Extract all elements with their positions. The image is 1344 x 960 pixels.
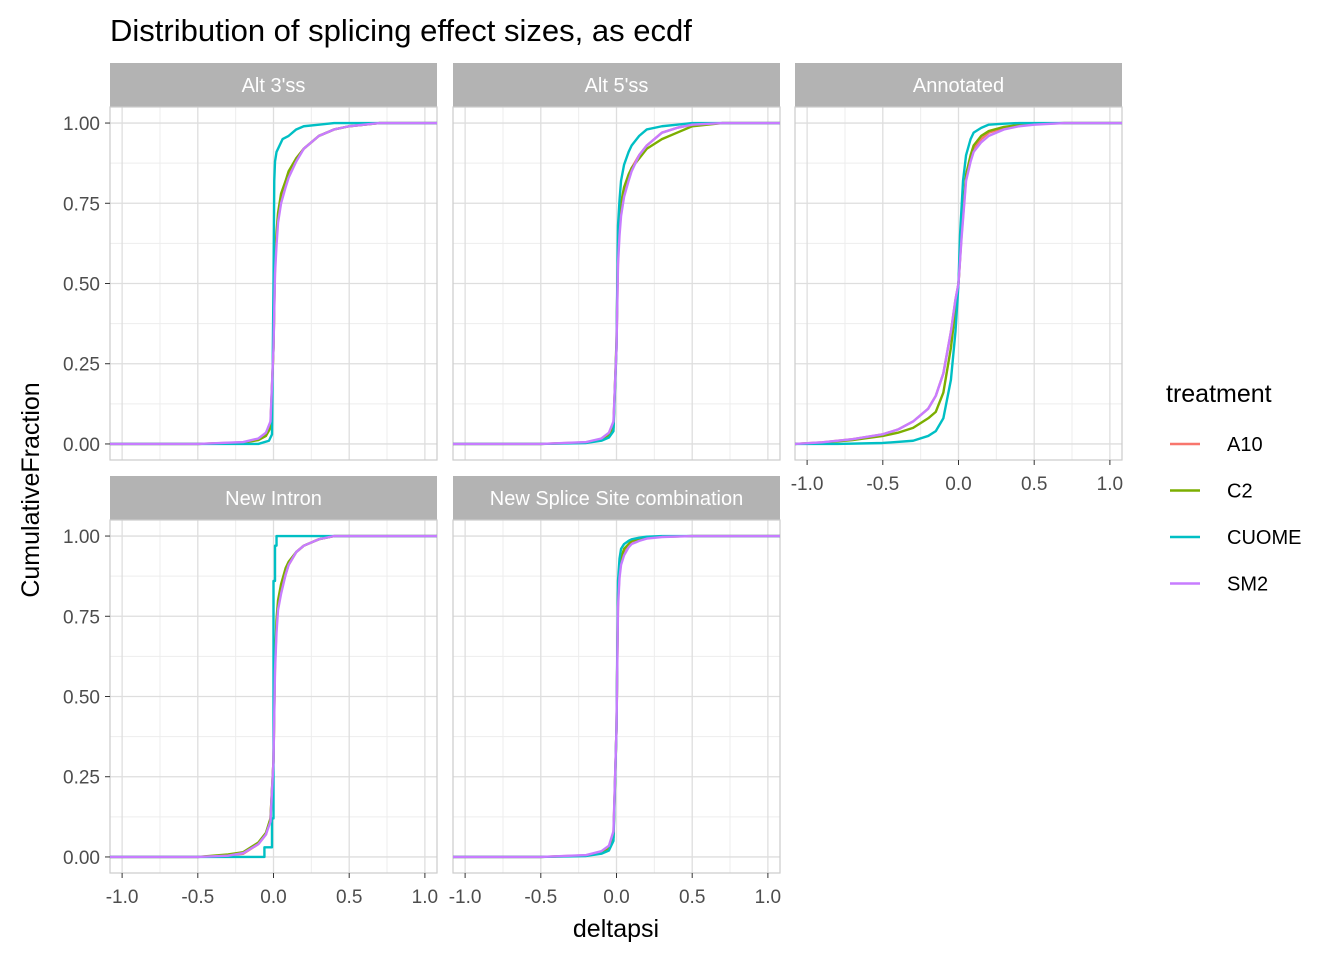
facet-strip [453, 476, 780, 520]
x-tick-label: 0.0 [945, 474, 971, 495]
y-tick-label: 0.50 [63, 688, 100, 709]
series-group [110, 121, 437, 446]
x-tick-label: -0.5 [524, 887, 557, 908]
facet-strip-label: New Intron [225, 488, 322, 510]
x-tick-label: -1.0 [106, 887, 139, 908]
x-tick-label: -1.0 [791, 474, 824, 495]
x-tick-label: 1.0 [755, 887, 781, 908]
series-line-cuome [453, 534, 780, 859]
x-tick-label: 0.5 [1021, 474, 1047, 495]
x-tick-label: -0.5 [866, 474, 899, 495]
x-tick-label: 0.0 [260, 887, 286, 908]
legend-item-sm2: SM2 [1170, 574, 1268, 596]
legend-label: SM2 [1227, 574, 1268, 596]
x-tick-label: 1.0 [1097, 474, 1123, 495]
facet-panel: New Intron 0.00 0.25 0.50 0.75 1.00 -1.0 -0.5 0.… [63, 476, 438, 908]
y-tick-label: 1.00 [63, 527, 100, 548]
chart-title: Distribution of splicing effect sizes, a… [110, 13, 692, 48]
x-tick-label: 0.5 [336, 887, 362, 908]
facet-strip-label: Alt 3'ss [242, 75, 306, 97]
x-tick-label: -0.5 [181, 887, 214, 908]
x-axis-title: deltapsi [573, 915, 659, 943]
facet-strip [110, 476, 437, 520]
legend-item-cuome: CUOME [1170, 527, 1301, 549]
y-tick-label: 0.75 [63, 194, 100, 215]
facet-panel: Annotated -1.0 -0.5 0.0 0.5 1.0 [791, 63, 1123, 495]
facet-strip-label: Alt 5'ss [585, 75, 649, 97]
x-tick-label: -1.0 [449, 887, 482, 908]
y-axis-title: CumulativeFraction [17, 382, 45, 597]
y-tick-label: 0.00 [63, 848, 100, 869]
x-tick-label: 1.0 [412, 887, 438, 908]
series-line-cuome [110, 121, 437, 446]
x-tick-label: 0.0 [603, 887, 629, 908]
legend-label: A10 [1227, 434, 1263, 456]
series-line-cuome [453, 121, 780, 446]
facet-strip-label: New Splice Site combination [490, 488, 743, 510]
series-line-sm2 [795, 121, 1122, 446]
legend-title: treatment [1166, 380, 1272, 408]
y-tick-label: 0.00 [63, 435, 100, 456]
series-group [453, 534, 780, 859]
y-tick-label: 0.25 [63, 768, 100, 789]
facet-strip [110, 63, 437, 107]
facet-panel: New Splice Site combination -1.0 -0.5 0.0 0.… [449, 476, 781, 908]
series-line-sm2 [453, 534, 780, 859]
legend-item-c2: C2 [1170, 481, 1253, 503]
legend-label: C2 [1227, 481, 1253, 503]
facet-panels: Alt 3'ss 0.00 0.25 0.50 0.75 1.00 Alt 5'ss Anno… [63, 63, 1123, 908]
legend-label: CUOME [1227, 527, 1301, 549]
series-line-sm2 [110, 534, 437, 859]
y-tick-label: 0.50 [63, 275, 100, 296]
y-tick-label: 0.25 [63, 355, 100, 376]
series-line-sm2 [110, 121, 437, 446]
y-tick-label: 1.00 [63, 114, 100, 135]
facet-strip [795, 63, 1122, 107]
legend: treatment A10 C2 CUOME SM2 [1166, 380, 1301, 596]
series-line-sm2 [453, 121, 780, 446]
legend-item-a10: A10 [1170, 434, 1263, 456]
y-tick-label: 0.75 [63, 607, 100, 628]
series-group [110, 534, 437, 859]
x-tick-label: 0.5 [679, 887, 705, 908]
legend-items: A10 C2 CUOME SM2 [1170, 434, 1301, 596]
series-group [453, 121, 780, 446]
series-group [795, 121, 1122, 446]
facet-panel: Alt 3'ss 0.00 0.25 0.50 0.75 1.00 [63, 63, 438, 461]
panel-border [452, 106, 781, 461]
facet-strip-label: Annotated [913, 75, 1004, 97]
facet-strip [453, 63, 780, 107]
facet-panel: Alt 5'ss [452, 63, 781, 461]
